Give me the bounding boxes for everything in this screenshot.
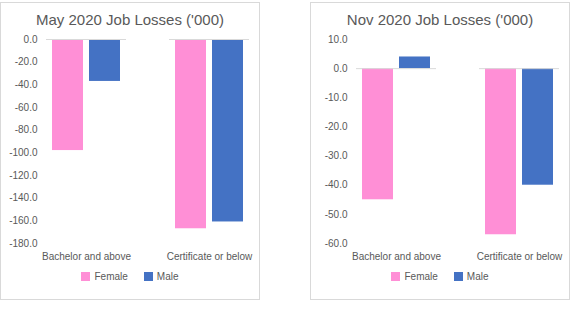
svg-text:0.0: 0.0 (24, 34, 38, 45)
svg-text:-80.0: -80.0 (15, 124, 38, 135)
svg-text:-160.0: -160.0 (9, 215, 38, 226)
svg-text:-20.0: -20.0 (325, 121, 348, 132)
html-text:May 2020 Job Losses ('000): May 2020 Job Losses ('000) (36, 11, 224, 28)
svg-text:Certificate or below: Certificate or below (167, 251, 253, 262)
svg-text:-60.0: -60.0 (325, 238, 348, 249)
html-text:Female: Female (94, 271, 128, 282)
svg-text:-60.0: -60.0 (15, 102, 38, 113)
svg-text:-40.0: -40.0 (15, 79, 38, 90)
svg-text:10.0: 10.0 (328, 34, 348, 45)
svg-text:-50.0: -50.0 (325, 209, 348, 220)
svg-text:-100.0: -100.0 (9, 147, 38, 158)
svg-text:-180.0: -180.0 (9, 238, 38, 249)
svg-text:-10.0: -10.0 (325, 92, 348, 103)
svg-text:-40.0: -40.0 (325, 179, 348, 190)
html-text:Female: Female (404, 271, 438, 282)
svg-text:Bachelor and above: Bachelor and above (42, 251, 131, 262)
svg-text:-140.0: -140.0 (9, 192, 38, 203)
svg-text:0.0: 0.0 (334, 63, 348, 74)
html-text:Male: Male (156, 271, 179, 282)
html-text:Nov 2020 Job Losses ('000): Nov 2020 Job Losses ('000) (346, 11, 534, 28)
svg-text:-120.0: -120.0 (9, 170, 38, 181)
html-text:Male: Male (466, 271, 489, 282)
svg-text:Certificate or below: Certificate or below (477, 251, 563, 262)
svg-text:-30.0: -30.0 (325, 150, 348, 161)
svg-text:Bachelor and above: Bachelor and above (352, 251, 441, 262)
svg-text:-20.0: -20.0 (15, 56, 38, 67)
